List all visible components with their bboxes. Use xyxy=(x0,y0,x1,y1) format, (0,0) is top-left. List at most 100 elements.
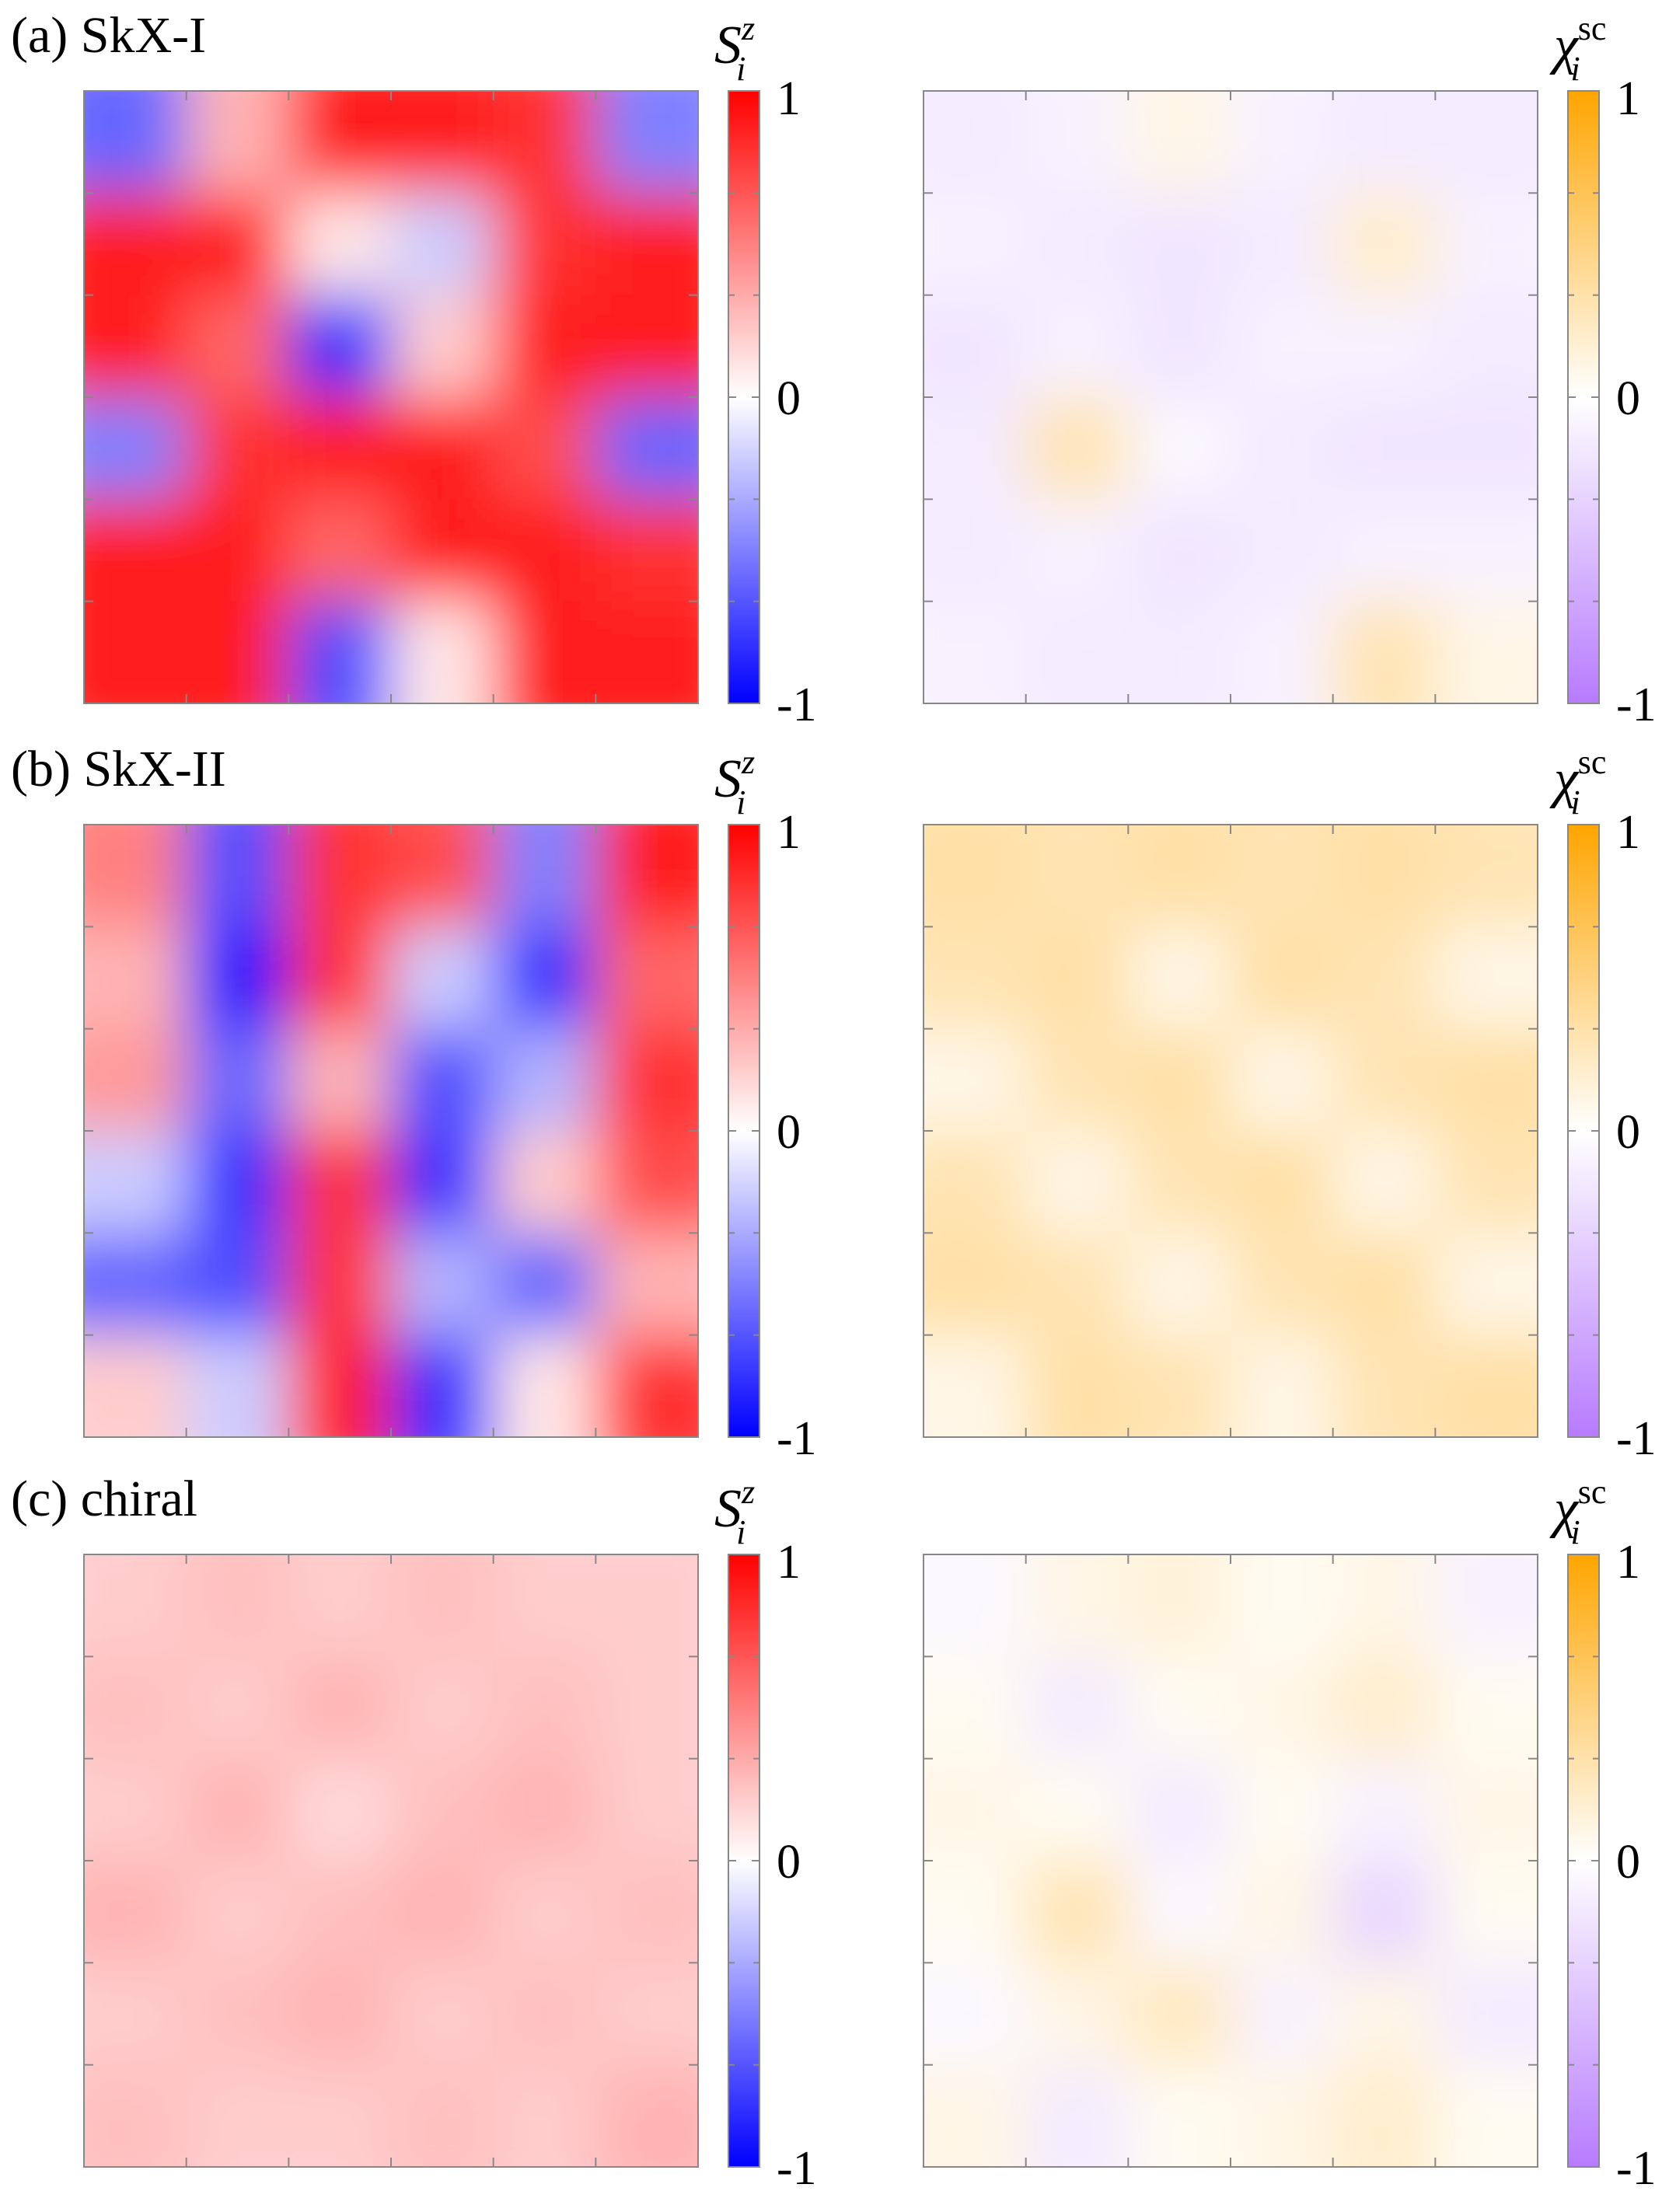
colorbar-tick-label: 1 xyxy=(777,1536,801,1589)
cell xyxy=(1025,193,1130,296)
cell xyxy=(1435,1963,1538,2066)
cell xyxy=(1332,193,1437,296)
cell xyxy=(391,1758,494,1861)
cell xyxy=(1128,1554,1231,1658)
cell xyxy=(1435,1028,1538,1132)
cell xyxy=(493,499,597,602)
cell xyxy=(493,1963,597,2066)
label-sup: z xyxy=(741,743,755,781)
cell xyxy=(493,1758,597,1861)
cell xyxy=(1435,1131,1538,1234)
colorbar-label: χsc i xyxy=(1549,1473,1606,1551)
cell xyxy=(186,2064,290,2167)
cell xyxy=(288,91,392,194)
colorbar-tick-label: -1 xyxy=(777,679,817,731)
cell xyxy=(595,1554,698,1658)
colorbar-tick-label: -1 xyxy=(777,2142,817,2195)
cell xyxy=(391,1861,494,1964)
cell xyxy=(1231,1335,1334,1437)
label-sup: sc xyxy=(1578,9,1607,47)
cell xyxy=(391,91,494,194)
cell xyxy=(1025,91,1130,194)
cell xyxy=(493,1131,597,1234)
label-sup: sc xyxy=(1578,1473,1607,1511)
cell xyxy=(924,601,1027,703)
cell xyxy=(924,1233,1027,1336)
cell xyxy=(391,1028,494,1132)
cell xyxy=(1231,499,1334,602)
cell xyxy=(1128,926,1231,1030)
cell xyxy=(1025,1028,1130,1132)
cell xyxy=(1128,499,1231,602)
cell xyxy=(1435,926,1538,1030)
cell xyxy=(84,825,187,928)
heatmap xyxy=(924,1554,1538,2167)
cell xyxy=(288,1028,392,1132)
cell xyxy=(84,1861,187,1964)
cell xyxy=(1025,1963,1130,2066)
cell xyxy=(924,825,1027,928)
colorbar-tick-label: 0 xyxy=(1616,1836,1640,1889)
cell xyxy=(1128,1028,1231,1132)
colorbar-tick-label: 1 xyxy=(1616,72,1640,125)
cell xyxy=(1231,1554,1334,1658)
cell xyxy=(1332,397,1437,501)
cell xyxy=(924,397,1027,501)
cell xyxy=(84,926,187,1030)
cell xyxy=(391,295,494,398)
colorbar-tick-label: 0 xyxy=(777,1106,801,1159)
cell xyxy=(493,825,597,928)
cell xyxy=(84,1233,187,1336)
cell xyxy=(1231,2064,1334,2167)
label-sub: i xyxy=(736,783,745,822)
cell xyxy=(1128,1656,1231,1760)
cell xyxy=(391,601,494,703)
cell xyxy=(493,91,597,194)
label-sup: z xyxy=(741,9,755,47)
cell xyxy=(1025,499,1130,602)
heatmap-cells xyxy=(924,91,1538,703)
cell xyxy=(493,1028,597,1132)
cell xyxy=(924,2064,1027,2167)
cell xyxy=(186,1963,290,2066)
cell xyxy=(1332,1335,1437,1437)
cell xyxy=(493,295,597,398)
colorbar-tick-label: -1 xyxy=(777,1412,817,1465)
cell xyxy=(595,1656,698,1760)
cell xyxy=(595,825,698,928)
cell xyxy=(493,1861,597,1964)
label-sup: sc xyxy=(1578,743,1607,781)
colorbar-tick-label: 0 xyxy=(1616,372,1640,425)
cell xyxy=(1128,1861,1231,1964)
cell xyxy=(1128,1963,1231,2066)
cell xyxy=(1435,2064,1538,2167)
cell xyxy=(1231,1963,1334,2066)
cell xyxy=(84,397,187,501)
cell xyxy=(1435,1335,1538,1437)
cell xyxy=(1332,1861,1437,1964)
colorbar-tick-label: -1 xyxy=(1616,2142,1657,2195)
cell xyxy=(391,1963,494,2066)
heatmap xyxy=(924,825,1538,1437)
cell xyxy=(595,601,698,703)
heatmap xyxy=(84,825,698,1437)
cell xyxy=(288,1656,392,1760)
cell xyxy=(924,295,1027,398)
cell xyxy=(186,397,290,501)
label-base: S xyxy=(714,1479,742,1539)
cell xyxy=(84,1554,187,1658)
cell xyxy=(1332,601,1437,703)
cell xyxy=(391,499,494,602)
cell xyxy=(1231,1028,1334,1132)
cell xyxy=(84,1656,187,1760)
label-base: χ xyxy=(1549,749,1580,809)
cell xyxy=(1025,1233,1130,1336)
cell xyxy=(595,1131,698,1234)
cell xyxy=(186,601,290,703)
cell xyxy=(186,926,290,1030)
colorbar-label: Sz i xyxy=(714,1473,755,1551)
cell xyxy=(924,1028,1027,1132)
cell xyxy=(84,601,187,703)
cell xyxy=(1231,397,1334,501)
